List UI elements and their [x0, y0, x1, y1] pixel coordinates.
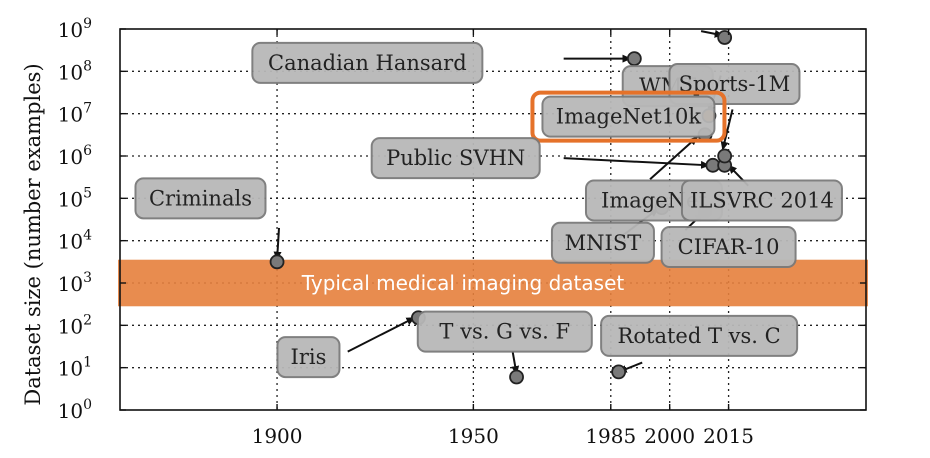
- label-box: [134, 177, 267, 220]
- y-tick-label: 108: [58, 58, 92, 84]
- y-axis-label: Dataset size (number examples): [21, 63, 45, 405]
- label-box: [660, 226, 797, 269]
- dataset-label: Criminals: [134, 177, 267, 220]
- dataset-label: ImageNet10k: [530, 90, 727, 143]
- data-point: [509, 369, 524, 385]
- label-box: [416, 310, 593, 353]
- label-text: CIFAR-10: [678, 235, 780, 259]
- label-text: MNIST: [565, 231, 642, 255]
- data-point: [626, 51, 642, 67]
- dataset-label: Iris: [276, 336, 341, 379]
- dataset-label: Canadian Hansard: [251, 41, 484, 84]
- y-tick-label: 101: [58, 355, 92, 381]
- dataset-labels: Canadian HansardWMTSports-1MImageNet10kP…: [134, 41, 843, 379]
- arrow: [273, 227, 282, 261]
- y-tick-label: 105: [58, 185, 92, 211]
- y-tick-label: 109: [58, 16, 92, 42]
- label-text: ILSVRC 2014: [690, 188, 834, 212]
- y-tick-label: 107: [58, 101, 92, 127]
- label-box: [541, 95, 716, 138]
- y-tick-label: 103: [58, 270, 92, 296]
- label-text: Iris: [291, 345, 327, 369]
- x-tick-label: 1950: [448, 424, 499, 448]
- label-box: [251, 41, 484, 84]
- plot-frame: [119, 28, 867, 411]
- dataset-label: ILSVRC 2014: [680, 179, 843, 222]
- x-tick-label: 2015: [703, 424, 754, 448]
- label-text: T vs. G vs. F: [439, 320, 570, 344]
- label-text: Public SVHN: [386, 146, 525, 170]
- y-tick-label: 104: [58, 228, 92, 254]
- arrow: [720, 109, 734, 151]
- data-point: [717, 148, 733, 164]
- x-tick-label: 2000: [644, 424, 695, 448]
- x-tick-label: 1985: [585, 424, 636, 448]
- arrow: [347, 316, 416, 353]
- data-point: [269, 254, 285, 270]
- dataset-label: CIFAR-10: [660, 226, 797, 269]
- label-box: [600, 314, 799, 357]
- label-box: [550, 221, 655, 264]
- dataset-label: Public SVHN: [370, 137, 541, 180]
- dataset-label: Rotated T vs. C: [600, 314, 799, 357]
- label-text: Rotated T vs. C: [618, 324, 781, 348]
- y-tick-label: 102: [58, 312, 92, 338]
- arrow: [649, 136, 698, 181]
- axes: 1900 1950 1985 2000 2015 100 101 102 103 104 105 10…: [58, 16, 867, 448]
- label-box: [276, 336, 341, 379]
- dataset-label: T vs. G vs. F: [416, 310, 593, 353]
- label-text: ImageNet10k: [556, 105, 702, 129]
- y-tick-label: 106: [58, 143, 92, 169]
- arrow: [563, 157, 710, 169]
- data-points: [269, 30, 733, 385]
- highlight-border: [530, 90, 727, 143]
- label-box: [370, 137, 541, 180]
- band-label: Typical medical imaging dataset: [301, 271, 625, 295]
- label-text: Criminals: [149, 186, 252, 210]
- data-point: [611, 364, 627, 380]
- y-tick-label: 100: [58, 397, 92, 423]
- x-tick-label: 1900: [252, 424, 303, 448]
- dataset-label: MNIST: [550, 221, 655, 264]
- label-text: Canadian Hansard: [268, 51, 467, 75]
- label-box: [680, 179, 843, 222]
